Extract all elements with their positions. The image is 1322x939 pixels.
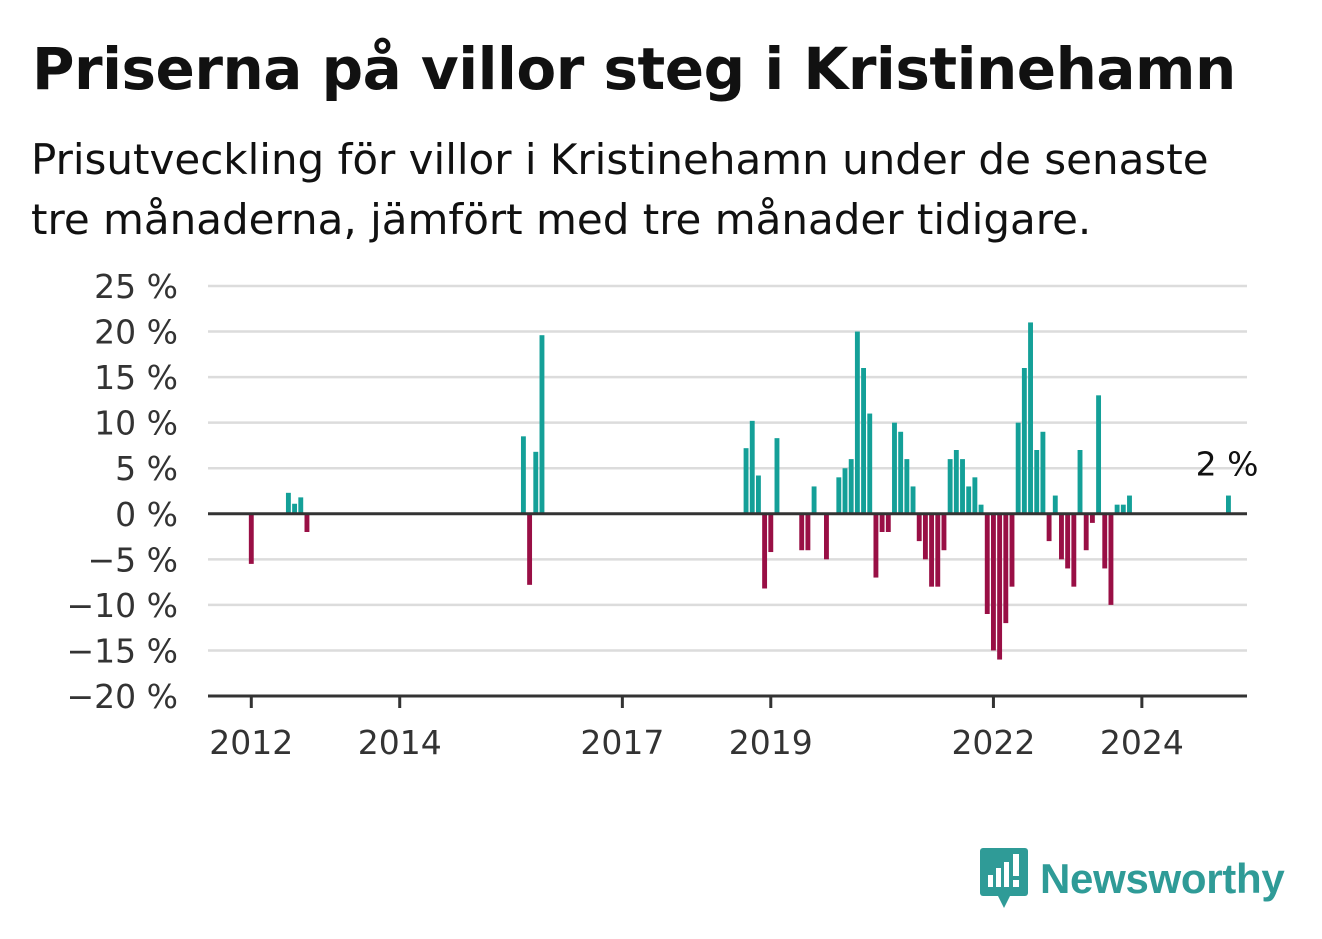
bar bbox=[1052, 495, 1058, 514]
y-tick-label: −10 % bbox=[67, 586, 179, 625]
bar bbox=[984, 513, 990, 614]
bar bbox=[1071, 513, 1077, 587]
bar bbox=[854, 331, 860, 514]
bar bbox=[285, 492, 291, 514]
x-tick-label: 2012 bbox=[209, 723, 293, 762]
bar bbox=[533, 451, 539, 514]
bar bbox=[842, 468, 848, 514]
bar bbox=[1089, 513, 1095, 523]
bar bbox=[1065, 513, 1071, 569]
bar bbox=[1059, 513, 1064, 560]
y-tick-label: −15 % bbox=[67, 631, 179, 670]
chart-title: Priserna på villor steg i Kristinehamn bbox=[32, 35, 1236, 103]
bar bbox=[978, 504, 984, 514]
axes bbox=[208, 512, 1247, 698]
bar bbox=[755, 475, 761, 514]
x-axis-tick-labels: 2012 2014 2017 2019 2022 2024 bbox=[209, 696, 1184, 762]
bar bbox=[774, 438, 780, 514]
y-tick-label: −5 % bbox=[88, 540, 179, 579]
y-tick-label: 20 % bbox=[94, 313, 178, 352]
bar bbox=[762, 513, 768, 589]
y-tick-label: 0 % bbox=[115, 495, 178, 534]
bar bbox=[824, 513, 829, 560]
bar bbox=[743, 448, 749, 514]
bar bbox=[972, 477, 978, 514]
x-tick-label: 2014 bbox=[358, 723, 442, 762]
brand-name: Newsworthy bbox=[1040, 855, 1285, 902]
bar bbox=[1077, 450, 1083, 514]
bar bbox=[1102, 513, 1108, 569]
bar bbox=[539, 335, 545, 514]
chart-subtitle: Prisutveckling för villor i Kristinehamn… bbox=[31, 135, 1209, 244]
y-tick-label: 15 % bbox=[94, 358, 178, 397]
bar-chart: 25 % 20 % 15 % 10 % 5 % 0 % −5 % −10 % −15 % −20 … bbox=[67, 267, 1259, 762]
bar bbox=[1120, 504, 1126, 514]
bar bbox=[1015, 422, 1021, 514]
bar bbox=[527, 513, 533, 585]
bar bbox=[873, 513, 879, 578]
bar bbox=[929, 513, 935, 587]
bar bbox=[304, 513, 310, 532]
y-tick-label: 5 % bbox=[115, 449, 178, 488]
bar bbox=[768, 513, 774, 553]
bar bbox=[520, 436, 526, 514]
bar bbox=[997, 513, 1003, 660]
bar bbox=[892, 422, 897, 514]
bar bbox=[1127, 495, 1132, 514]
bar bbox=[1046, 513, 1052, 542]
bars bbox=[248, 322, 1231, 660]
y-tick-label: −20 % bbox=[67, 677, 179, 716]
bar bbox=[799, 513, 805, 551]
grid-lines bbox=[208, 284, 1247, 652]
bar bbox=[1040, 431, 1046, 514]
bar bbox=[248, 513, 254, 564]
bar bbox=[885, 513, 891, 532]
newsworthy-logo-icon bbox=[980, 848, 1028, 908]
bar bbox=[861, 368, 867, 514]
bar bbox=[916, 513, 922, 542]
bar bbox=[879, 513, 885, 532]
bar bbox=[941, 513, 947, 551]
bar bbox=[836, 477, 842, 514]
bar bbox=[966, 486, 972, 514]
bar bbox=[922, 513, 928, 560]
bar bbox=[1009, 513, 1015, 587]
bar bbox=[298, 497, 304, 514]
bar bbox=[1108, 513, 1114, 605]
x-tick-label: 2019 bbox=[729, 723, 813, 762]
bar bbox=[1003, 513, 1009, 624]
bar bbox=[904, 459, 910, 514]
x-tick-label: 2024 bbox=[1100, 723, 1184, 762]
bar bbox=[1028, 322, 1033, 514]
bar bbox=[1083, 513, 1089, 551]
bar bbox=[990, 513, 996, 651]
bar bbox=[935, 513, 941, 587]
bar bbox=[848, 459, 854, 514]
bar bbox=[1226, 495, 1231, 514]
x-tick-label: 2017 bbox=[580, 723, 664, 762]
latest-value-annotation: 2 % bbox=[1196, 445, 1259, 484]
bar bbox=[947, 459, 953, 514]
y-axis-tick-labels: 25 % 20 % 15 % 10 % 5 % 0 % −5 % −10 % −15 % −20 … bbox=[67, 267, 179, 716]
bar bbox=[867, 413, 873, 514]
bar bbox=[953, 450, 959, 514]
x-tick-label: 2022 bbox=[951, 723, 1035, 762]
y-tick-label: 25 % bbox=[94, 267, 178, 306]
bar bbox=[292, 503, 298, 514]
bar bbox=[1034, 450, 1040, 514]
bar bbox=[960, 459, 965, 514]
bar bbox=[1021, 368, 1027, 514]
bar bbox=[749, 420, 755, 514]
bar bbox=[910, 486, 916, 514]
bar bbox=[898, 431, 904, 514]
bar bbox=[1114, 504, 1120, 514]
y-tick-label: 10 % bbox=[94, 404, 178, 443]
bar bbox=[805, 513, 811, 551]
bar bbox=[811, 486, 817, 514]
brand-logo: Newsworthy bbox=[980, 846, 1285, 912]
bar bbox=[1096, 395, 1102, 514]
